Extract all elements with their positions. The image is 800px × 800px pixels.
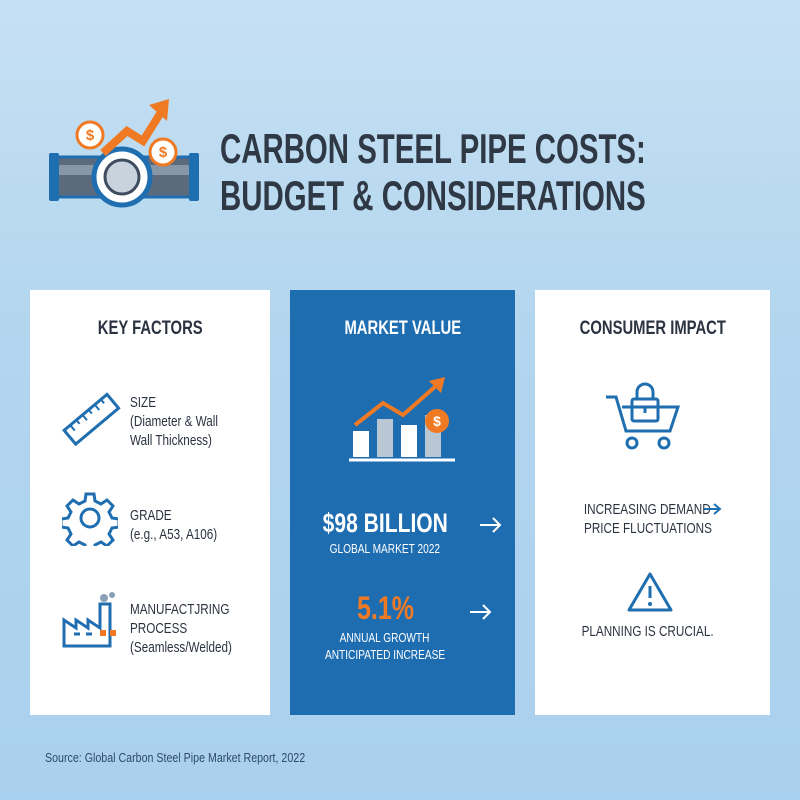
- text: 5.1%: [356, 590, 414, 626]
- warning-icon: [627, 572, 673, 612]
- arrow: [480, 517, 502, 533]
- arrow: [704, 503, 722, 515]
- title-line: BUDGET & CONSIDERATIONS: [220, 172, 800, 220]
- title-line: CARBON STEEL PIPE COSTS:: [220, 125, 800, 173]
- source-note: Source: Global Carbon Steel Pipe Market …: [45, 750, 362, 765]
- factory-icon: [62, 592, 116, 648]
- pipe-cost-icon: $ $: [49, 99, 199, 208]
- card-heading: KEY FACTORS: [30, 318, 270, 340]
- ruler-icon: [62, 392, 121, 447]
- factor-text: SIZE (Diameter & Wall Wall Thickness): [130, 393, 243, 450]
- text: KEY FACTORS: [97, 318, 203, 339]
- text: GRADE: [130, 507, 172, 524]
- text: MANUFACTJRING: [130, 601, 230, 618]
- text: BUDGET & CONSIDERATIONS: [220, 172, 646, 219]
- text: PLANNING IS CRUCIAL.: [581, 623, 714, 640]
- market-value-card: MARKET VALUE $ $98 BILLION GLOBAL MARKET…: [290, 290, 515, 715]
- stat: 5.1% ANNUAL GROWTH ANTICIPATED INCREASE: [290, 590, 480, 663]
- text: Source: Global Carbon Steel Pipe Market …: [45, 750, 306, 765]
- text: GLOBAL MARKET 2022: [329, 541, 441, 556]
- text: Wall Thickness): [130, 432, 212, 449]
- stat: $98 BILLION GLOBAL MARKET 2022: [290, 508, 480, 556]
- svg-text:$: $: [433, 413, 441, 429]
- text: ANTICIPATED INCREASE: [324, 647, 446, 662]
- text: $98 BILLION: [322, 508, 448, 538]
- factor-text: GRADE (e.g., A53, A106): [130, 506, 242, 544]
- text: PROCESS: [130, 620, 188, 637]
- key-factors-card: KEY FACTORS SIZE (Diameter & Wall Wall T…: [30, 290, 270, 715]
- arrow: [470, 604, 492, 620]
- impact-text: PLANNING IS CRUCIAL.: [535, 622, 760, 641]
- text: ANNUAL GROWTH: [340, 630, 430, 645]
- svg-text:$: $: [159, 144, 168, 161]
- gear-icon: [62, 492, 118, 546]
- text: MARKET VALUE: [344, 318, 461, 339]
- text: (e.g., A53, A106): [130, 526, 218, 543]
- cart-lock-icon: [606, 382, 681, 450]
- text: (Diameter & Wall: [130, 413, 218, 430]
- text: INCREASING DEMAND: [584, 501, 711, 518]
- text: SIZE: [130, 394, 157, 411]
- card-heading: CONSUMER IMPACT: [535, 318, 770, 340]
- factor-text: MANUFACTJRING PROCESS (Seamless/Welded): [130, 600, 261, 657]
- text: (Seamless/Welded): [130, 639, 232, 656]
- card-heading: MARKET VALUE: [290, 318, 515, 340]
- impact-text: INCREASING DEMAND PRICE FLUCTUATIONS: [535, 500, 760, 538]
- svg-text:$: $: [86, 127, 95, 144]
- text: CARBON STEEL PIPE COSTS:: [220, 125, 646, 172]
- growth-chart-icon: $: [349, 377, 455, 462]
- consumer-impact-card: CONSUMER IMPACT INCREASING DEMAND PRICE …: [535, 290, 770, 715]
- text: PRICE FLUCTUATIONS: [583, 520, 712, 537]
- text: CONSUMER IMPACT: [579, 318, 726, 339]
